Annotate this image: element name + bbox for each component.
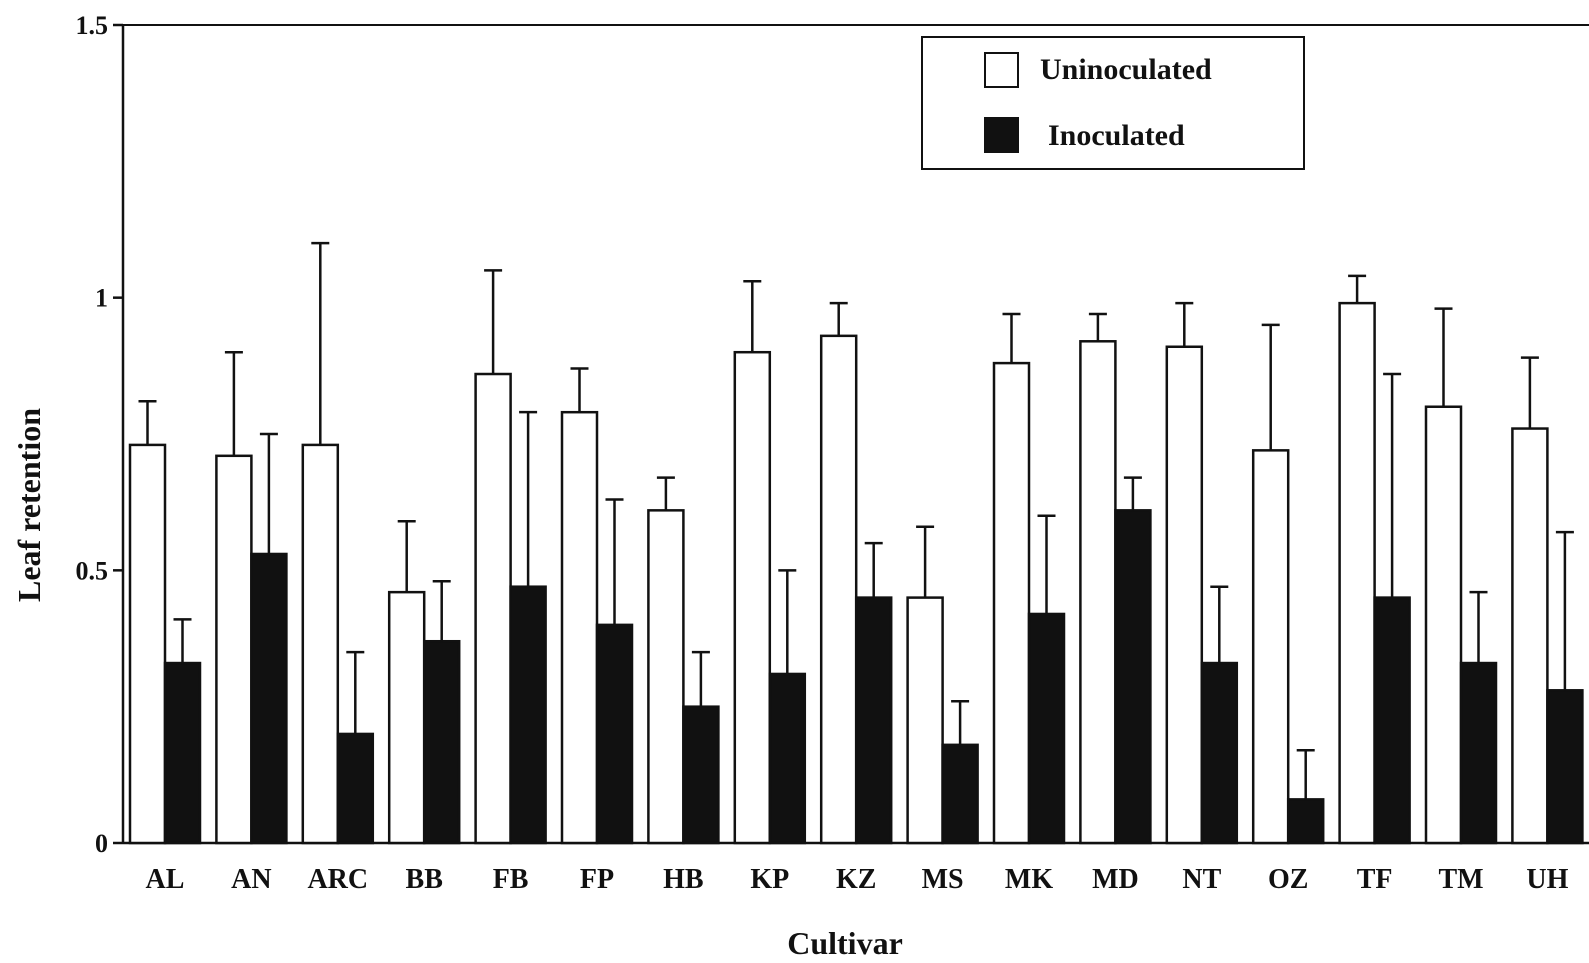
bar-uninoculated-an: [215, 454, 253, 845]
bar-uninoculated-nt: [1165, 345, 1204, 845]
y-axis-ticks: 0 0.5 1 1.5: [76, 11, 123, 858]
bar-inoculated-md: [1114, 509, 1152, 845]
bar-uninoculated-tf: [1338, 301, 1376, 845]
category-label-an: AN: [231, 864, 271, 895]
category-label-arc: ARC: [307, 864, 368, 895]
bar-inoculated-kz: [854, 596, 893, 845]
category-label-oz: OZ: [1268, 864, 1308, 895]
bar-inoculated-bb: [422, 639, 461, 845]
bar-uninoculated-kz: [819, 334, 858, 845]
bar-uninoculated-al: [128, 443, 167, 845]
bar-inoculated-al: [163, 661, 202, 845]
bar-inoculated-arc: [336, 732, 375, 845]
bar-inoculated-oz: [1286, 798, 1325, 845]
bar-inoculated-tf: [1373, 596, 1411, 845]
category-label-al: AL: [146, 864, 185, 895]
category-label-fb: FB: [493, 864, 529, 895]
category-label-kz: KZ: [836, 864, 876, 895]
category-label-md: MD: [1092, 864, 1139, 895]
bar-uninoculated-fp: [560, 410, 599, 845]
category-label-tm: TM: [1438, 864, 1483, 895]
legend-swatch-inoculated: [984, 117, 1019, 153]
bar-series: [128, 301, 1584, 845]
category-label-uh: UH: [1526, 864, 1568, 895]
bar-uninoculated-mk: [992, 361, 1031, 845]
bar-uninoculated-hb: [647, 509, 685, 845]
bar-inoculated-mk: [1027, 612, 1066, 845]
bar-inoculated-tm: [1459, 661, 1498, 845]
category-label-hb: HB: [663, 864, 703, 895]
bar-uninoculated-md: [1079, 340, 1117, 845]
bar-inoculated-fp: [595, 623, 634, 845]
category-label-fp: FP: [580, 864, 614, 895]
error-bars: [138, 241, 1574, 800]
legend: Uninoculated Inoculated: [921, 36, 1305, 170]
x-axis-title: Cultivar: [787, 925, 903, 961]
bar-inoculated-hb: [682, 705, 720, 845]
category-label-kp: KP: [750, 864, 789, 895]
bar-uninoculated-tm: [1424, 405, 1463, 845]
bar-inoculated-nt: [1200, 661, 1239, 845]
bar-inoculated-uh: [1546, 689, 1584, 845]
category-label-tf: TF: [1357, 864, 1393, 895]
bar-inoculated-ms: [941, 743, 979, 845]
y-tick-label: 1.5: [76, 11, 109, 40]
bar-uninoculated-uh: [1511, 427, 1549, 845]
bar-inoculated-kp: [768, 672, 807, 845]
bar-uninoculated-oz: [1251, 449, 1290, 845]
bar-uninoculated-kp: [733, 350, 772, 845]
category-label-mk: MK: [1005, 864, 1053, 895]
bar-uninoculated-bb: [387, 590, 426, 845]
bar-inoculated-an: [250, 552, 288, 845]
bar-uninoculated-ms: [906, 596, 944, 845]
y-tick-label: 0.5: [76, 556, 109, 585]
bar-uninoculated-fb: [474, 372, 512, 845]
y-axis-title: Leaf retention: [11, 408, 47, 602]
y-tick-label: 1: [95, 284, 108, 313]
legend-label-inoculated: Inoculated: [1048, 119, 1185, 152]
category-label-ms: MS: [922, 864, 964, 895]
legend-swatch-uninoculated: [984, 52, 1019, 88]
y-tick-label: 0: [95, 829, 108, 858]
category-label-nt: NT: [1182, 864, 1221, 895]
category-labels: AL AN ARC BB FB FP HB KP KZ MS MK MD NT OZ TF TM UH: [146, 864, 1569, 895]
legend-label-uninoculated: Uninoculated: [1040, 53, 1212, 86]
category-label-bb: BB: [406, 864, 443, 895]
bar-uninoculated-arc: [301, 443, 340, 845]
bar-inoculated-fb: [509, 585, 547, 845]
